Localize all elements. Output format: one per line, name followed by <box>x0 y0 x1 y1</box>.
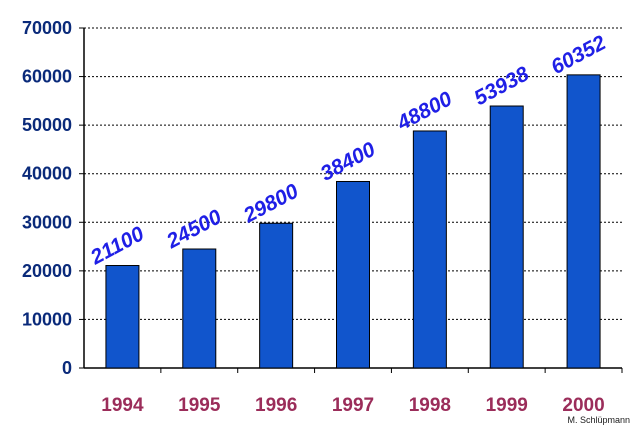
y-tick-label: 10000 <box>22 309 72 329</box>
data-label: 24500 <box>162 205 226 253</box>
y-tick-label: 50000 <box>22 115 72 135</box>
data-label: 60352 <box>547 31 610 79</box>
bar <box>566 74 601 369</box>
x-tick-label: 1999 <box>486 395 528 416</box>
credit-text: M. Schlüpmann <box>567 415 630 425</box>
y-tick-label: 40000 <box>22 164 72 184</box>
y-tick-label: 70000 <box>22 18 72 38</box>
x-tick-label: 2000 <box>562 395 604 416</box>
y-tick-label: 30000 <box>22 212 72 232</box>
data-label: 53938 <box>470 62 533 110</box>
y-tick-label: 0 <box>62 358 72 378</box>
y-tick-label: 20000 <box>22 261 72 281</box>
data-label: 29800 <box>239 180 303 228</box>
data-label: 21100 <box>86 222 148 270</box>
bar <box>182 248 217 369</box>
bar <box>412 130 447 369</box>
x-tick-label: 1998 <box>409 395 451 416</box>
x-tick-label: 1994 <box>101 395 144 416</box>
bar <box>336 180 370 369</box>
bar <box>489 105 524 369</box>
x-tick-label: 1996 <box>255 395 297 416</box>
bars <box>105 74 601 369</box>
x-axis-tick-labels: 1994 1995 1996 1997 1998 1999 2000 <box>101 368 623 416</box>
bar <box>259 222 294 369</box>
y-axis: 0 10000 20000 30000 40000 50000 60000 70000 <box>22 18 622 378</box>
y-tick-label: 60000 <box>22 67 72 87</box>
bar <box>105 265 140 369</box>
x-tick-label: 1995 <box>178 395 221 416</box>
data-label: 48800 <box>393 87 457 135</box>
x-tick-label: 1997 <box>332 395 374 416</box>
data-label: 38400 <box>317 138 380 186</box>
